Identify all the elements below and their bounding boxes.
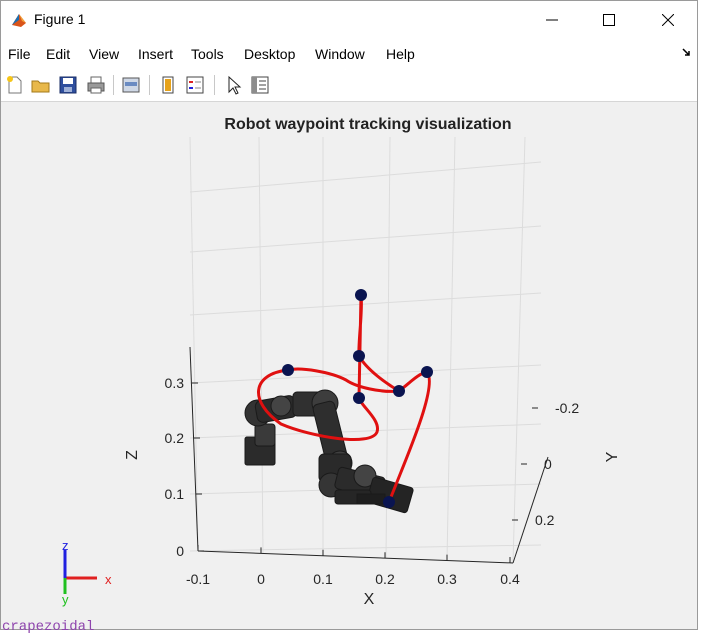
toolbar-separator: [113, 75, 114, 95]
waypoint-markers: [282, 289, 433, 508]
grid-line: [258, 136, 264, 554]
figure-canvas[interactable]: Robot waypoint tracking visualization -0…: [1, 102, 697, 629]
x-tick-label: -0.1: [186, 571, 210, 587]
maximize-icon: [603, 14, 615, 26]
menu-window[interactable]: Window: [315, 46, 365, 62]
waypoint-marker: [383, 496, 395, 508]
chart-title: Robot waypoint tracking visualization: [224, 116, 511, 133]
grid-line: [189, 136, 199, 552]
x-axis-ticks: -0.1 0 0.1 0.2 0.3 0.4: [186, 545, 520, 587]
y-axis-label: Y: [604, 451, 621, 462]
colorbar-icon[interactable]: [157, 74, 179, 96]
x-tick-label: 0.2: [375, 571, 395, 587]
x-axis-label: X: [364, 591, 375, 608]
x-tick-label: 0: [257, 571, 265, 587]
triad-x-label: x: [105, 572, 112, 587]
y-tick-label: -0.2: [555, 400, 579, 416]
menu-edit[interactable]: Edit: [46, 46, 71, 62]
open-file-icon[interactable]: [30, 74, 52, 96]
toolbar-separator: [149, 75, 150, 95]
menu-view[interactable]: View: [89, 46, 120, 62]
grid-line: [189, 161, 542, 193]
robot-model: [244, 389, 414, 514]
toolbar-separator: [214, 75, 215, 95]
menu-desktop[interactable]: Desktop: [244, 46, 296, 62]
menu-insert[interactable]: Insert: [138, 46, 174, 62]
background-window-edge: [698, 0, 705, 630]
grid-line: [446, 136, 456, 561]
x-tick-label: 0.3: [437, 571, 457, 587]
waypoint-marker: [353, 350, 365, 362]
z-tick-label: 0: [176, 543, 184, 559]
window-title: Figure 1: [34, 11, 86, 27]
triad-y-label: y: [62, 592, 69, 607]
waypoint-marker: [421, 366, 433, 378]
waypoint-marker: [282, 364, 294, 376]
background-editor-text: crapezoidal: [2, 619, 95, 635]
close-icon: [662, 14, 674, 26]
grid-line: [189, 544, 542, 552]
save-icon[interactable]: [57, 74, 79, 96]
menu-help[interactable]: Help: [386, 46, 415, 62]
axis-frame: [189, 346, 549, 564]
grid-line: [189, 225, 542, 253]
x-tick-label: 0.4: [500, 571, 520, 587]
minimize-button[interactable]: [529, 1, 575, 39]
matlab-logo-icon: [12, 14, 26, 27]
y-axis-ticks: -0.2 0 0.2: [512, 400, 579, 528]
close-button[interactable]: [645, 1, 691, 39]
legend-icon[interactable]: [184, 74, 206, 96]
link-plot-icon[interactable]: [120, 74, 142, 96]
print-icon[interactable]: [85, 74, 107, 96]
triad-z-label: z: [62, 538, 69, 553]
grid-line: [189, 292, 542, 316]
axes-3d[interactable]: Robot waypoint tracking visualization -0…: [1, 102, 697, 629]
grid-line: [189, 364, 542, 384]
z-axis-ticks: 0 0.1 0.2 0.3: [165, 375, 204, 559]
grid-lines: [189, 136, 542, 564]
z-axis-label: Z: [124, 450, 141, 460]
waypoint-marker: [393, 385, 405, 397]
y-tick-label: 0.2: [535, 512, 555, 528]
grid-line: [512, 136, 526, 564]
dock-arrow-icon[interactable]: [681, 47, 691, 57]
x-tick-label: 0.1: [313, 571, 333, 587]
property-inspector-icon[interactable]: [249, 74, 271, 96]
y-tick-label: 0: [544, 456, 552, 472]
z-tick-label: 0.2: [165, 430, 185, 446]
title-bar[interactable]: Figure 1: [1, 1, 697, 39]
z-tick-label: 0.1: [165, 486, 185, 502]
select-pointer-icon[interactable]: [223, 74, 245, 96]
new-figure-icon[interactable]: [4, 74, 26, 96]
menu-bar: File Edit View Insert Tools Desktop Wind…: [1, 39, 697, 69]
minimize-icon: [546, 19, 558, 21]
waypoint-marker: [353, 392, 365, 404]
z-tick-label: 0.3: [165, 375, 185, 391]
maximize-button[interactable]: [586, 1, 632, 39]
toolbar: [1, 69, 697, 102]
waypoint-marker: [355, 289, 367, 301]
axes-triad: x z y: [62, 538, 112, 607]
menu-tools[interactable]: Tools: [191, 46, 224, 62]
menu-file[interactable]: File: [8, 46, 31, 62]
grid-line: [189, 423, 542, 439]
